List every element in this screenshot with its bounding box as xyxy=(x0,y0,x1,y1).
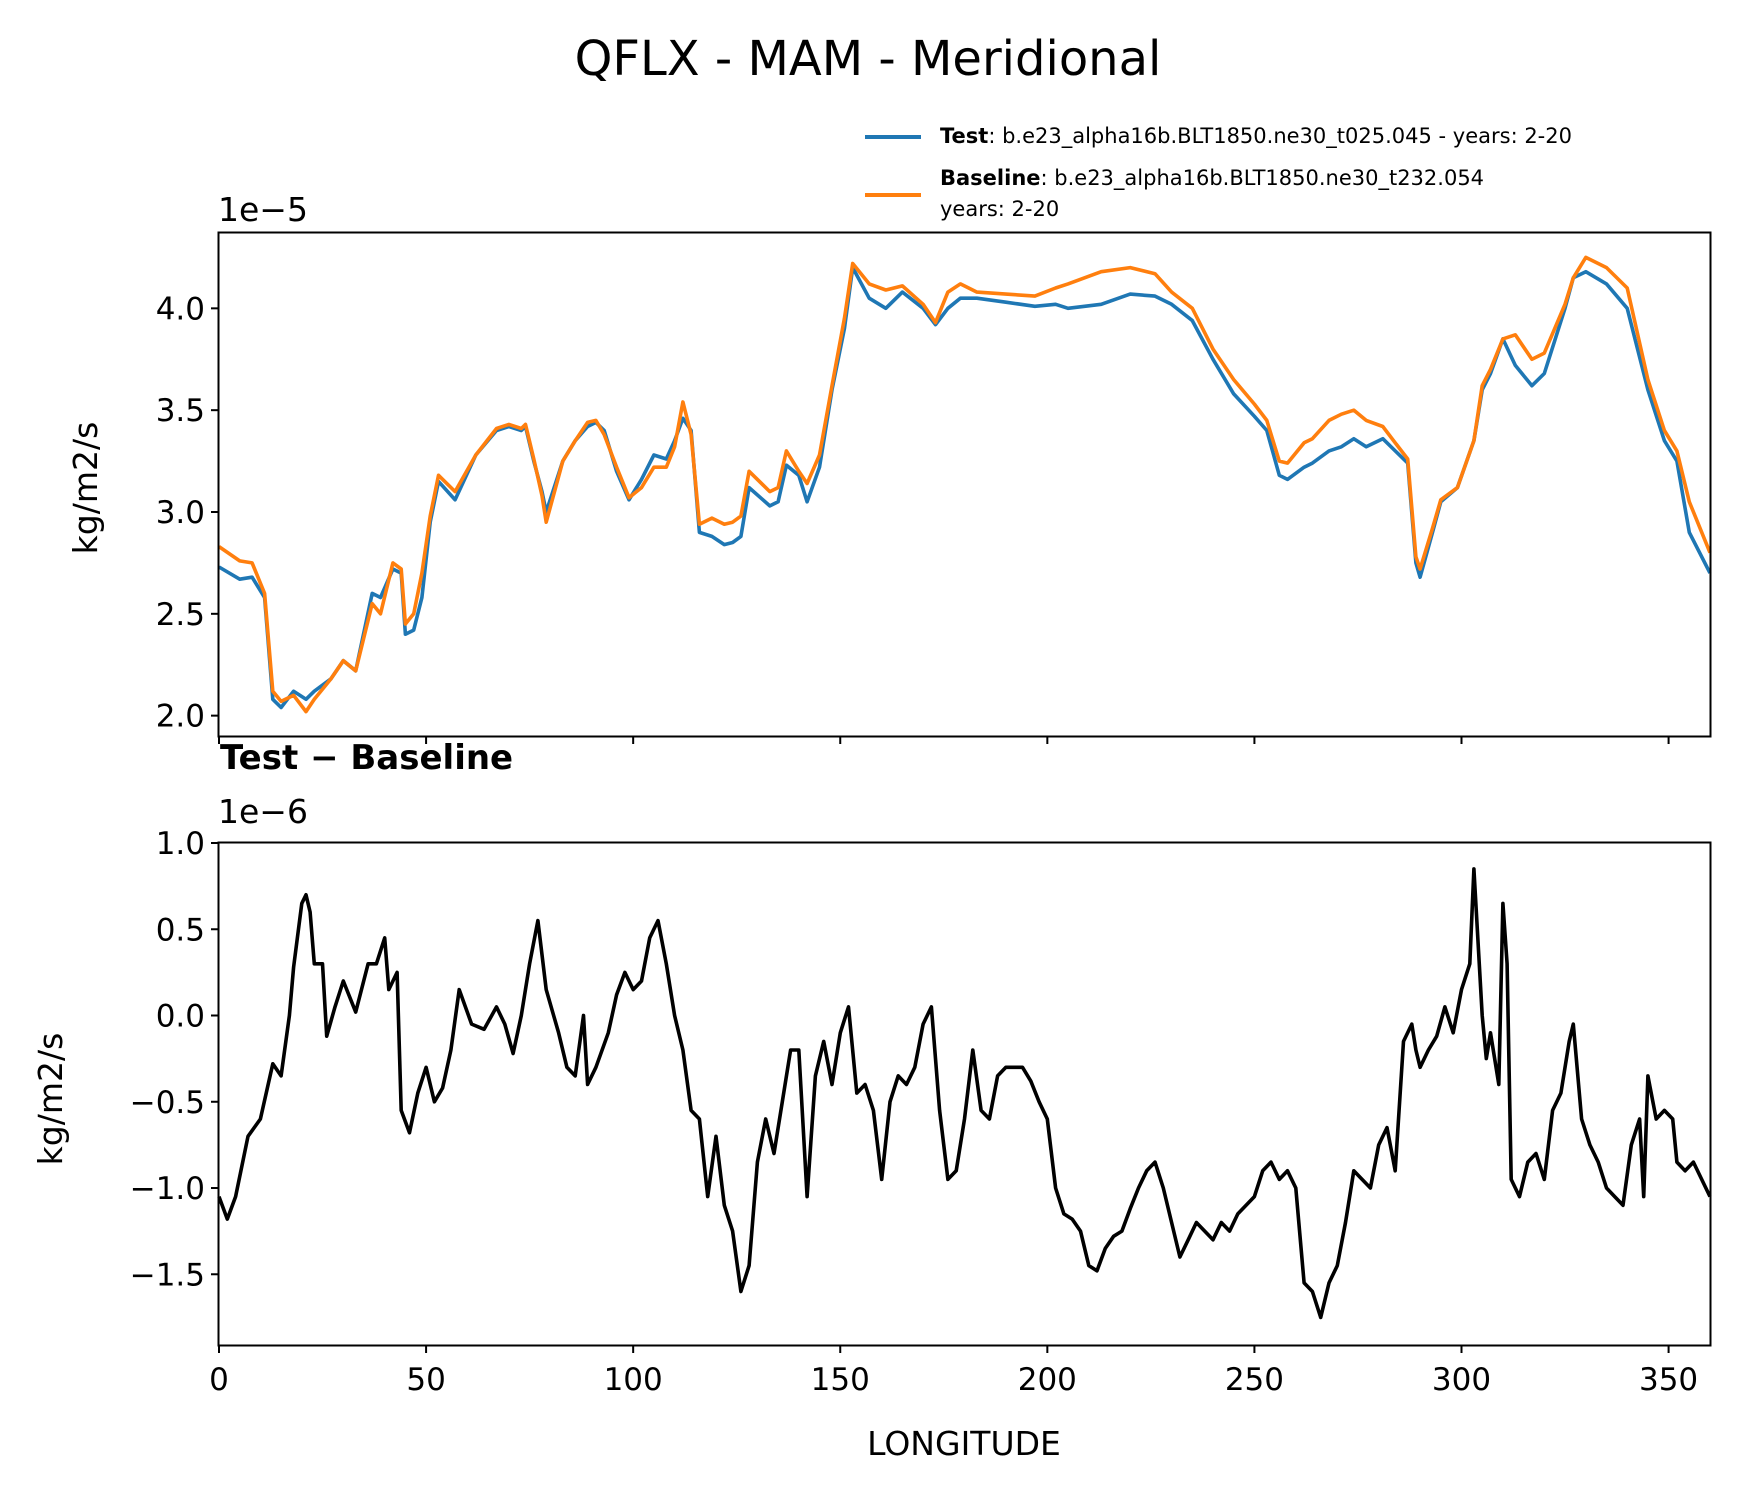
bottom-x-ticks: 0 50 100 150 200 250 300 350 xyxy=(209,1345,1698,1398)
bottom-x-tick-label: 350 xyxy=(1639,1362,1698,1398)
bottom-y-tick-label: −1.5 xyxy=(130,1257,205,1293)
bottom-x-tick-label: 300 xyxy=(1432,1362,1491,1398)
bottom-offset-label: 1e−6 xyxy=(218,792,308,831)
legend-test-text: : b.e23_alpha16b.BLT1850.ne30_t025.045 -… xyxy=(988,124,1572,149)
bottom-x-tick-label: 0 xyxy=(209,1362,229,1398)
top-offset-label: 1e−5 xyxy=(218,190,308,229)
bottom-y-tick-label: 0.0 xyxy=(156,999,205,1035)
bottom-y-tick-label: −1.0 xyxy=(130,1171,205,1207)
x-axis-label: LONGITUDE xyxy=(867,1424,1061,1463)
bottom-y-axis-label: kg/m2/s xyxy=(31,1033,70,1166)
legend-baseline-text: : b.e23_alpha16b.BLT1850.ne30_t232.054 xyxy=(1041,166,1485,191)
legend-baseline-label: Baseline: b.e23_alpha16b.BLT1850.ne30_t2… xyxy=(940,166,1484,191)
top-series-line-baseline xyxy=(217,255,1712,714)
bottom-y-ticks: −1.5 −1.0 −0.5 0.0 0.5 1.0 xyxy=(130,826,219,1293)
top-panel: 1e−5 kg/m2/s 2.0 2.5 3.0 3.5 4.0 xyxy=(66,190,1712,744)
top-y-tick-label: 2.0 xyxy=(156,699,205,735)
legend: Test: b.e23_alpha16b.BLT1850.ne30_t025.0… xyxy=(865,124,1572,221)
bottom-x-tick-label: 150 xyxy=(811,1362,870,1398)
top-plot-frame xyxy=(217,231,1712,738)
bottom-x-tick-label: 250 xyxy=(1225,1362,1284,1398)
top-y-tick-label: 3.5 xyxy=(156,393,205,429)
top-y-tick-label: 3.0 xyxy=(156,495,205,531)
legend-test-bold: Test xyxy=(940,124,988,148)
chart-title: QFLX - MAM - Meridional xyxy=(575,31,1162,87)
bottom-y-tick-label: 0.5 xyxy=(156,912,205,948)
top-y-axis-label: kg/m2/s xyxy=(66,422,105,555)
legend-test-label: Test: b.e23_alpha16b.BLT1850.ne30_t025.0… xyxy=(940,124,1572,149)
bottom-x-tick-label: 200 xyxy=(1018,1362,1077,1398)
bottom-y-tick-label: 1.0 xyxy=(156,826,205,862)
top-series-group xyxy=(217,255,1712,714)
bottom-y-tick-label: −0.5 xyxy=(130,1085,205,1121)
bottom-x-tick-label: 100 xyxy=(604,1362,663,1398)
legend-baseline-years: years: 2-20 xyxy=(940,197,1059,221)
bottom-x-tick-label: 50 xyxy=(406,1362,445,1398)
bottom-plot-frame xyxy=(217,841,1712,1347)
top-y-tick-label: 2.5 xyxy=(156,597,205,633)
top-y-tick-label: 4.0 xyxy=(156,291,205,327)
bottom-panel-title: Test − Baseline xyxy=(220,738,513,778)
legend-baseline-bold: Baseline xyxy=(940,166,1041,190)
bottom-series-group xyxy=(217,867,1712,1320)
top-y-ticks: 2.0 2.5 3.0 3.5 4.0 xyxy=(156,291,219,735)
bottom-panel: Test − Baseline 1e−6 kg/m2/s −1.5 −1.0 −0.… xyxy=(31,738,1712,1463)
bottom-series-line-test-baseline xyxy=(217,867,1712,1320)
